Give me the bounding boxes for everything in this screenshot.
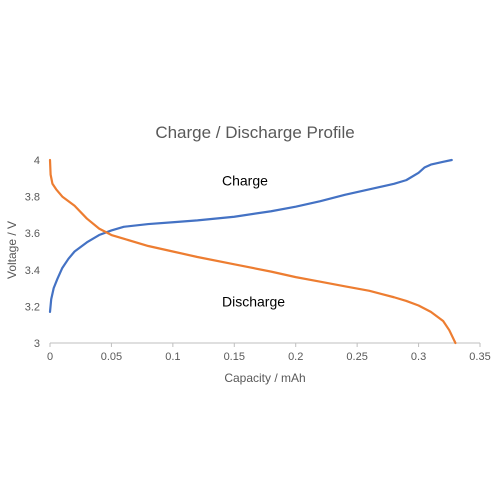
x-tick-label: 0.3 — [411, 351, 426, 363]
x-axis-label: Capacity / mAh — [224, 371, 305, 385]
y-tick-label: 4 — [34, 155, 40, 167]
y-tick-label: 3.2 — [25, 301, 40, 313]
chart-title: Charge / Discharge Profile — [155, 123, 354, 142]
plot-area: 0 0.05 0.1 0.15 0.2 0.25 0.3 0.35 3 3.2 3.4 3.6 3.8 4… — [25, 155, 491, 363]
series-line-discharge — [48, 158, 457, 345]
x-tick-label: 0.05 — [101, 351, 122, 363]
x-tick-label: 0 — [47, 351, 53, 363]
y-tick-label: 3.8 — [25, 192, 40, 204]
y-axis-label: Voltage / V — [5, 221, 19, 279]
y-tick-label: 3.6 — [25, 228, 40, 240]
y-tick-label: 3.4 — [25, 265, 40, 277]
x-tick-label: 0.15 — [224, 351, 245, 363]
x-tick-label: 0.35 — [469, 351, 490, 363]
series-line-charge — [48, 158, 453, 313]
annotation-discharge: Discharge — [222, 293, 285, 309]
y-tick-label: 3 — [34, 338, 40, 350]
x-tick-label: 0.1 — [165, 351, 180, 363]
annotation-charge: Charge — [222, 173, 268, 189]
x-tick-label: 0.2 — [288, 351, 303, 363]
x-tick-label: 0.25 — [346, 351, 367, 363]
